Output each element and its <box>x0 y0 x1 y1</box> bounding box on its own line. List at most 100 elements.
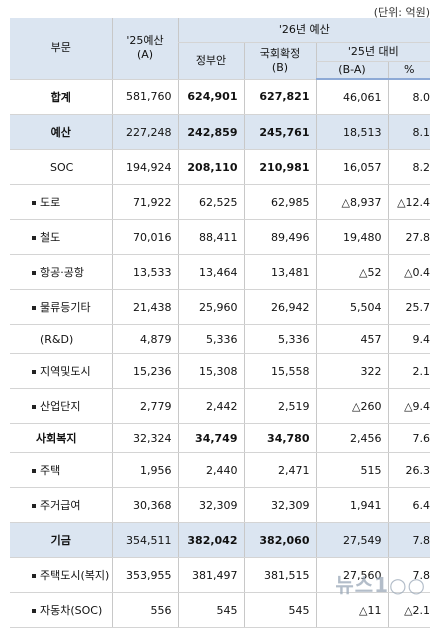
row-label-cell: 물류등기타 <box>10 289 112 325</box>
cell-assembly: 382,060 <box>243 522 316 558</box>
cell-gov-draft: 32,309 <box>177 487 244 523</box>
cell-pct: 26.3 <box>387 452 431 488</box>
row-label: 항공·공항 <box>40 266 84 279</box>
cell-pct: 2.1 <box>387 353 431 389</box>
cell-gov-draft: 624,901 <box>177 79 244 115</box>
table-row-vehicle-soc: 자동차(SOC) 556 545 545 △11 △2.1 <box>10 592 431 628</box>
cell-diff: △8,937 <box>315 184 388 220</box>
cell-pct: 6.4 <box>387 487 431 523</box>
cell-pct: 9.4 <box>387 324 431 354</box>
budget-table: 부문 '25예산 (A) '26년 예산 정부안 국회확정 (B) '25년 대… <box>10 18 431 628</box>
cell-budget-25: 227,248 <box>111 114 178 150</box>
cell-pct: △2.1 <box>387 592 431 628</box>
table-row-roads: 도로 71,922 62,525 62,985 △8,937 △12.4 <box>10 184 431 220</box>
table-body: 합계 581,760 624,901 627,821 46,061 8.0 예산… <box>10 79 431 628</box>
cell-diff: 322 <box>315 353 388 389</box>
row-label-cell: 항공·공항 <box>10 254 112 290</box>
bullet-icon <box>32 271 36 275</box>
cell-diff: 19,480 <box>315 219 388 255</box>
header-assembly-line1: 국회확정 <box>259 46 301 60</box>
header-pct: % <box>387 61 431 80</box>
cell-budget-25: 4,879 <box>111 324 178 354</box>
header-diff: (B-A) <box>315 61 388 80</box>
cell-assembly: 2,471 <box>243 452 316 488</box>
cell-gov-draft: 62,525 <box>177 184 244 220</box>
table-header: 부문 '25예산 (A) '26년 예산 정부안 국회확정 (B) '25년 대… <box>10 18 431 80</box>
cell-budget-25: 556 <box>111 592 178 628</box>
cell-diff: △11 <box>315 592 388 628</box>
row-label: 철도 <box>40 231 61 244</box>
cell-budget-25: 15,236 <box>111 353 178 389</box>
cell-gov-draft: 382,042 <box>177 522 244 558</box>
cell-assembly: 62,985 <box>243 184 316 220</box>
row-label-cell: 철도 <box>10 219 112 255</box>
cell-gov-draft: 34,749 <box>177 423 244 453</box>
cell-pct: 8.2 <box>387 149 431 185</box>
row-label: 산업단지 <box>40 400 81 413</box>
cell-gov-draft: 242,859 <box>177 114 244 150</box>
table-row-housing: 주택 1,956 2,440 2,471 515 26.3 <box>10 452 431 488</box>
table-row-region-city: 지역및도시 15,236 15,308 15,558 322 2.1 <box>10 353 431 389</box>
cell-budget-25: 21,438 <box>111 289 178 325</box>
row-label: SOC <box>10 149 112 185</box>
cell-assembly: 627,821 <box>243 79 316 115</box>
row-label: (R&D) <box>10 324 112 354</box>
header-budget-25-line1: '25예산 <box>126 34 164 48</box>
row-label: 사회복지 <box>10 423 112 453</box>
table-row-social-welfare: 사회복지 32,324 34,749 34,780 2,456 7.6 <box>10 423 431 453</box>
cell-pct: 7.8 <box>387 557 431 593</box>
cell-diff: 515 <box>315 452 388 488</box>
cell-diff: 27,560 <box>315 557 388 593</box>
cell-assembly: 34,780 <box>243 423 316 453</box>
bullet-icon <box>32 574 36 578</box>
cell-gov-draft: 88,411 <box>177 219 244 255</box>
cell-diff: △260 <box>315 388 388 424</box>
cell-assembly: 89,496 <box>243 219 316 255</box>
cell-assembly: 545 <box>243 592 316 628</box>
cell-assembly: 2,519 <box>243 388 316 424</box>
cell-pct: 25.7 <box>387 289 431 325</box>
cell-gov-draft: 5,336 <box>177 324 244 354</box>
table-row-logistics: 물류등기타 21,438 25,960 26,942 5,504 25.7 <box>10 289 431 325</box>
bullet-icon <box>32 370 36 374</box>
row-label: 예산 <box>10 114 112 150</box>
table-row-fund: 기금 354,511 382,042 382,060 27,549 7.8 <box>10 522 431 558</box>
row-label-cell: 도로 <box>10 184 112 220</box>
cell-pct: △0.4 <box>387 254 431 290</box>
cell-pct: 27.8 <box>387 219 431 255</box>
row-label-cell: 자동차(SOC) <box>10 592 112 628</box>
cell-gov-draft: 15,308 <box>177 353 244 389</box>
cell-gov-draft: 545 <box>177 592 244 628</box>
bullet-icon <box>32 201 36 205</box>
table-row-industrial-complex: 산업단지 2,779 2,442 2,519 △260 △9.4 <box>10 388 431 424</box>
bullet-icon <box>32 306 36 310</box>
table-row-aviation: 항공·공항 13,533 13,464 13,481 △52 △0.4 <box>10 254 431 290</box>
header-assembly: 국회확정 (B) <box>243 42 316 80</box>
cell-pct: △12.4 <box>387 184 431 220</box>
row-label: 자동차(SOC) <box>40 604 103 617</box>
row-label-cell: 주택 <box>10 452 112 488</box>
cell-diff: 1,941 <box>315 487 388 523</box>
table-row-rnd: (R&D) 4,879 5,336 5,336 457 9.4 <box>10 324 431 354</box>
cell-assembly: 210,981 <box>243 149 316 185</box>
table-row-total: 합계 581,760 624,901 627,821 46,061 8.0 <box>10 79 431 115</box>
cell-gov-draft: 208,110 <box>177 149 244 185</box>
bullet-icon <box>32 504 36 508</box>
table-row-housing-benefit: 주거급여 30,368 32,309 32,309 1,941 6.4 <box>10 487 431 523</box>
cell-budget-25: 354,511 <box>111 522 178 558</box>
cell-pct: △9.4 <box>387 388 431 424</box>
cell-diff: 46,061 <box>315 79 388 115</box>
cell-diff: 5,504 <box>315 289 388 325</box>
row-label: 지역및도시 <box>40 365 91 378</box>
cell-diff: 457 <box>315 324 388 354</box>
cell-diff: 27,549 <box>315 522 388 558</box>
cell-assembly: 26,942 <box>243 289 316 325</box>
cell-budget-25: 2,779 <box>111 388 178 424</box>
cell-gov-draft: 381,497 <box>177 557 244 593</box>
cell-pct: 7.8 <box>387 522 431 558</box>
cell-pct: 7.6 <box>387 423 431 453</box>
row-label-cell: 주거급여 <box>10 487 112 523</box>
row-label-cell: 지역및도시 <box>10 353 112 389</box>
row-label: 기금 <box>10 522 112 558</box>
cell-budget-25: 32,324 <box>111 423 178 453</box>
